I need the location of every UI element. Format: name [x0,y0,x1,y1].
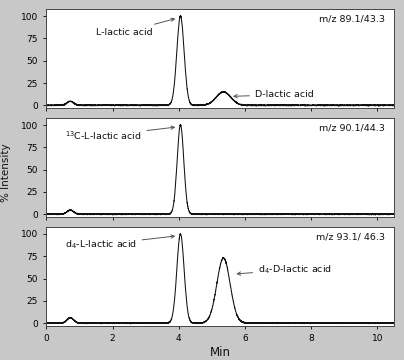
Text: d$_4$-D-lactic acid: d$_4$-D-lactic acid [237,264,332,276]
Text: D-lactic acid: D-lactic acid [234,90,314,99]
Text: m/z 93.1/ 46.3: m/z 93.1/ 46.3 [316,233,385,242]
Text: d$_4$-L-lactic acid: d$_4$-L-lactic acid [65,235,174,251]
Text: m/z 89.1/43.3: m/z 89.1/43.3 [319,15,385,24]
Text: % Intensity: % Intensity [1,144,11,202]
X-axis label: Min: Min [210,346,231,359]
Text: m/z 90.1/44.3: m/z 90.1/44.3 [319,124,385,133]
Text: L-lactic acid: L-lactic acid [96,18,175,37]
Text: $^{13}$C-L-lactic acid: $^{13}$C-L-lactic acid [65,126,174,142]
